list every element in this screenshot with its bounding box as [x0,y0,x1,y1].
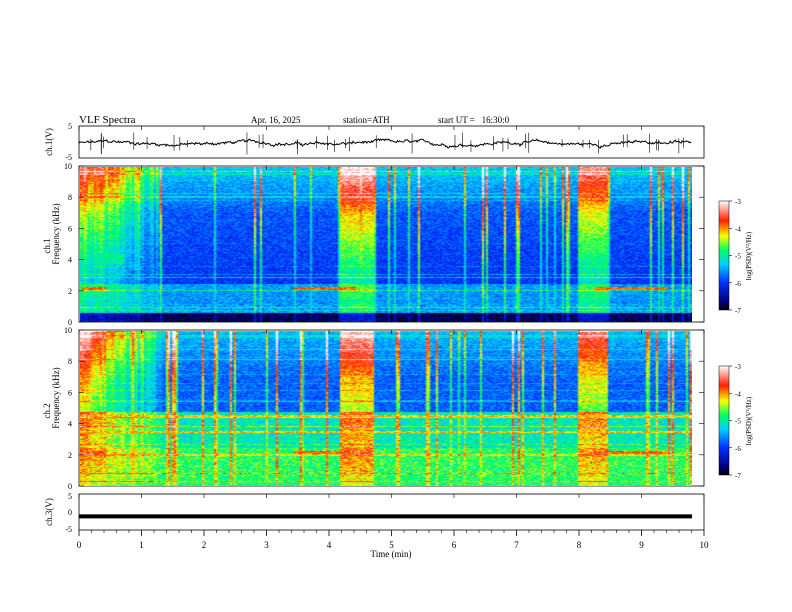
x-tick-label: 0 [77,540,82,550]
ch1-spectrogram-yticks: 0 2 4 6 8 10 [64,162,704,327]
y-tick-label: 2 [68,287,72,296]
x-tick-label: 2 [202,540,207,550]
y-tick-label: 4 [68,256,72,265]
y-tick-label: 10 [64,162,72,171]
ch2-spectrogram-panel: 0 2 4 6 8 10 ch.2 Frequency (kHz) [42,326,705,491]
ch2-colorbar-ticks: -3 -4 -5 -6 -7 [729,363,741,480]
ch1-colorbar-ticks: -3 -4 -5 -6 -7 [729,198,741,315]
ch2-spec-ylabel-freq: Frequency (kHz) [51,367,61,428]
ch1-spectrogram-panel: 0 2 4 6 8 10 ch.1 Frequency (kHz) [42,162,705,327]
y-tick-label: 0 [68,318,72,327]
x-tick-label: 8 [577,540,582,550]
ch1-spectrogram-image [80,167,692,322]
ch1-spec-ylabel: ch.1 [42,238,52,253]
ch1-spec-ylabel-freq: Frequency (kHz) [51,203,61,264]
x-tick-label: 1 [139,540,144,550]
x-tick-label: 4 [327,540,332,550]
colorbar-tick-label: -4 [735,225,741,233]
ch1-ytick-top: 5 [68,122,72,131]
station-label: station=ATH [343,115,390,125]
ch2-spectrogram-yticks: 0 2 4 6 8 10 [64,326,704,491]
y-tick-label: 8 [68,193,72,202]
y-tick-label: 6 [68,224,72,233]
y-tick-label: 2 [68,451,72,460]
colorbar-tick-label: -5 [735,253,741,261]
y-tick-label: 0 [68,482,72,491]
ch3-ytick-bottom: -5 [65,525,72,534]
ch1-colorbar: -3 -4 -5 -6 -7 log(PSD)(V²/Hz) [718,198,753,315]
ch1-waveform-panel: 5 -5 ch.1(V) [44,122,705,162]
ch3-ytick-mid: 0 [68,508,72,517]
ch3-ytick-top: 5 [68,492,72,501]
ch3-ylabel: ch.3(V) [44,498,54,526]
y-tick-label: 4 [68,420,72,429]
x-tick-label: 5 [389,540,394,550]
x-axis-label: Time (min) [371,549,412,559]
start-ut-label: start UT = 16:30:0 [438,115,510,125]
ch3-waveform-panel: 5 0 -5 ch.3(V) [44,492,705,534]
colorbar-tick-label: -7 [735,472,741,480]
colorbar-tick-label: -5 [735,418,741,426]
colorbar-tick-label: -3 [735,198,741,206]
x-tick-label: 9 [639,540,644,550]
x-tick-label: 7 [514,540,519,550]
ch1-ylabel: ch.1(V) [44,128,54,156]
ch2-colorbar-label: log(PSD)(V²/Hz) [745,396,753,445]
x-tick-label: 10 [700,540,710,550]
date-label: Apr. 16, 2025 [251,115,301,125]
colorbar-tick-label: -6 [735,280,741,288]
ch2-colorbar: -3 -4 -5 -6 -7 log(PSD)(V²/Hz) [718,363,753,480]
ch2-spec-ylabel: ch.2 [42,403,52,418]
y-tick-label: 8 [68,357,72,366]
ch1-colorbar-label: log(PSD)(V²/Hz) [745,231,753,280]
x-tick-label: 6 [452,540,457,550]
colorbar-tick-label: -6 [735,445,741,453]
ch1-waveform-spikes [90,132,684,155]
colorbar-tick-label: -7 [735,307,741,315]
ch1-waveform-line [78,138,692,149]
y-tick-label: 6 [68,388,72,397]
x-tick-label: 3 [264,540,269,550]
colorbar-tick-label: -3 [735,363,741,371]
figure-title: VLF Spectra [79,114,136,126]
ch2-spectrogram-image [80,331,692,486]
y-tick-label: 10 [64,326,72,335]
colorbar-tick-label: -4 [735,390,741,398]
x-axis: 0 1 2 3 4 5 6 7 8 9 10 [77,126,709,550]
ch1-ytick-bottom: -5 [65,153,72,162]
